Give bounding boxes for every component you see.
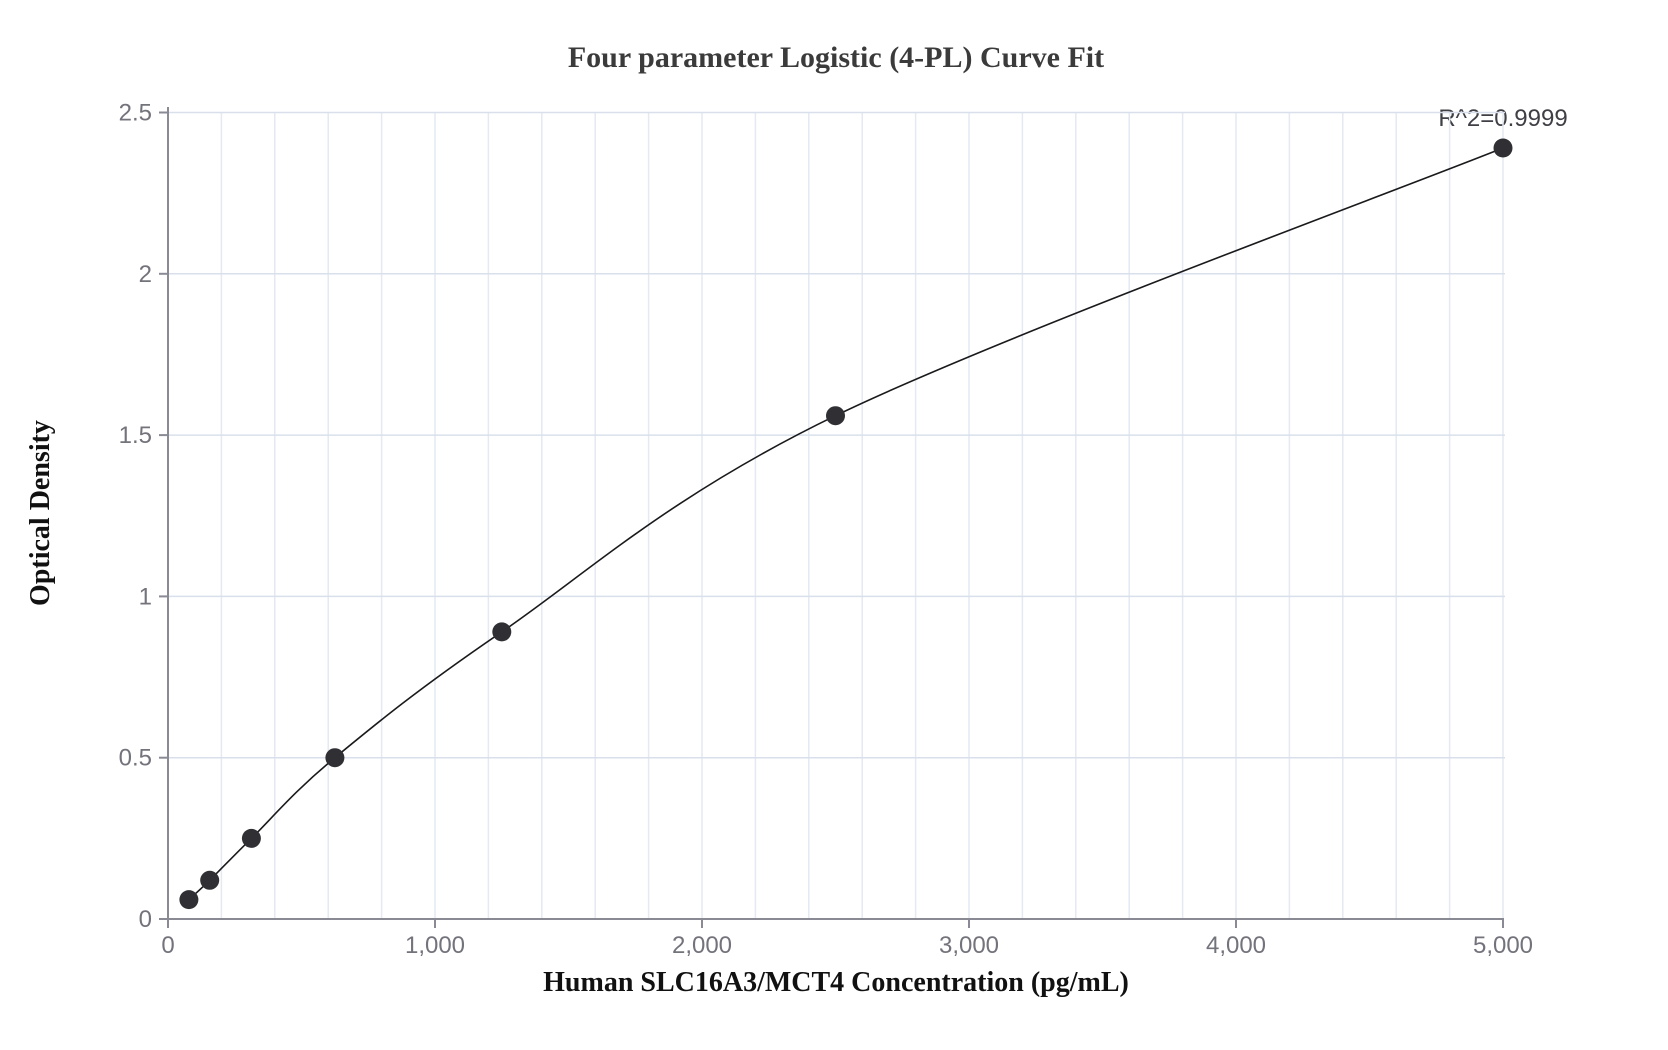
y-tick-label: 1.5: [119, 422, 152, 449]
data-point[interactable]: [826, 406, 845, 426]
y-tick-label: 0.5: [119, 745, 152, 772]
data-point[interactable]: [1493, 138, 1513, 158]
chart-title: Four parameter Logistic (4-PL) Curve Fit: [567, 41, 1105, 74]
x-axis-title: Human SLC16A3/MCT4 Concentration (pg/mL): [543, 967, 1129, 998]
data-point[interactable]: [200, 870, 220, 890]
x-tick-label: 2,000: [672, 932, 732, 959]
y-tick-label: 0: [139, 906, 152, 933]
data-point[interactable]: [325, 748, 345, 768]
x-tick-label: 4,000: [1206, 932, 1266, 959]
x-tick-label: 1,000: [405, 932, 465, 959]
x-tick-label: 3,000: [939, 932, 999, 959]
y-tick-label: 2.5: [119, 100, 152, 127]
y-tick-label: 2: [139, 261, 152, 288]
data-point[interactable]: [179, 890, 199, 910]
fit-curve: [188, 147, 1504, 901]
x-tick-label: 0: [161, 932, 174, 959]
x-tick-label: 5,000: [1473, 932, 1533, 959]
y-tick-label: 1: [139, 583, 152, 610]
data-point[interactable]: [492, 622, 512, 642]
data-point[interactable]: [241, 828, 261, 848]
